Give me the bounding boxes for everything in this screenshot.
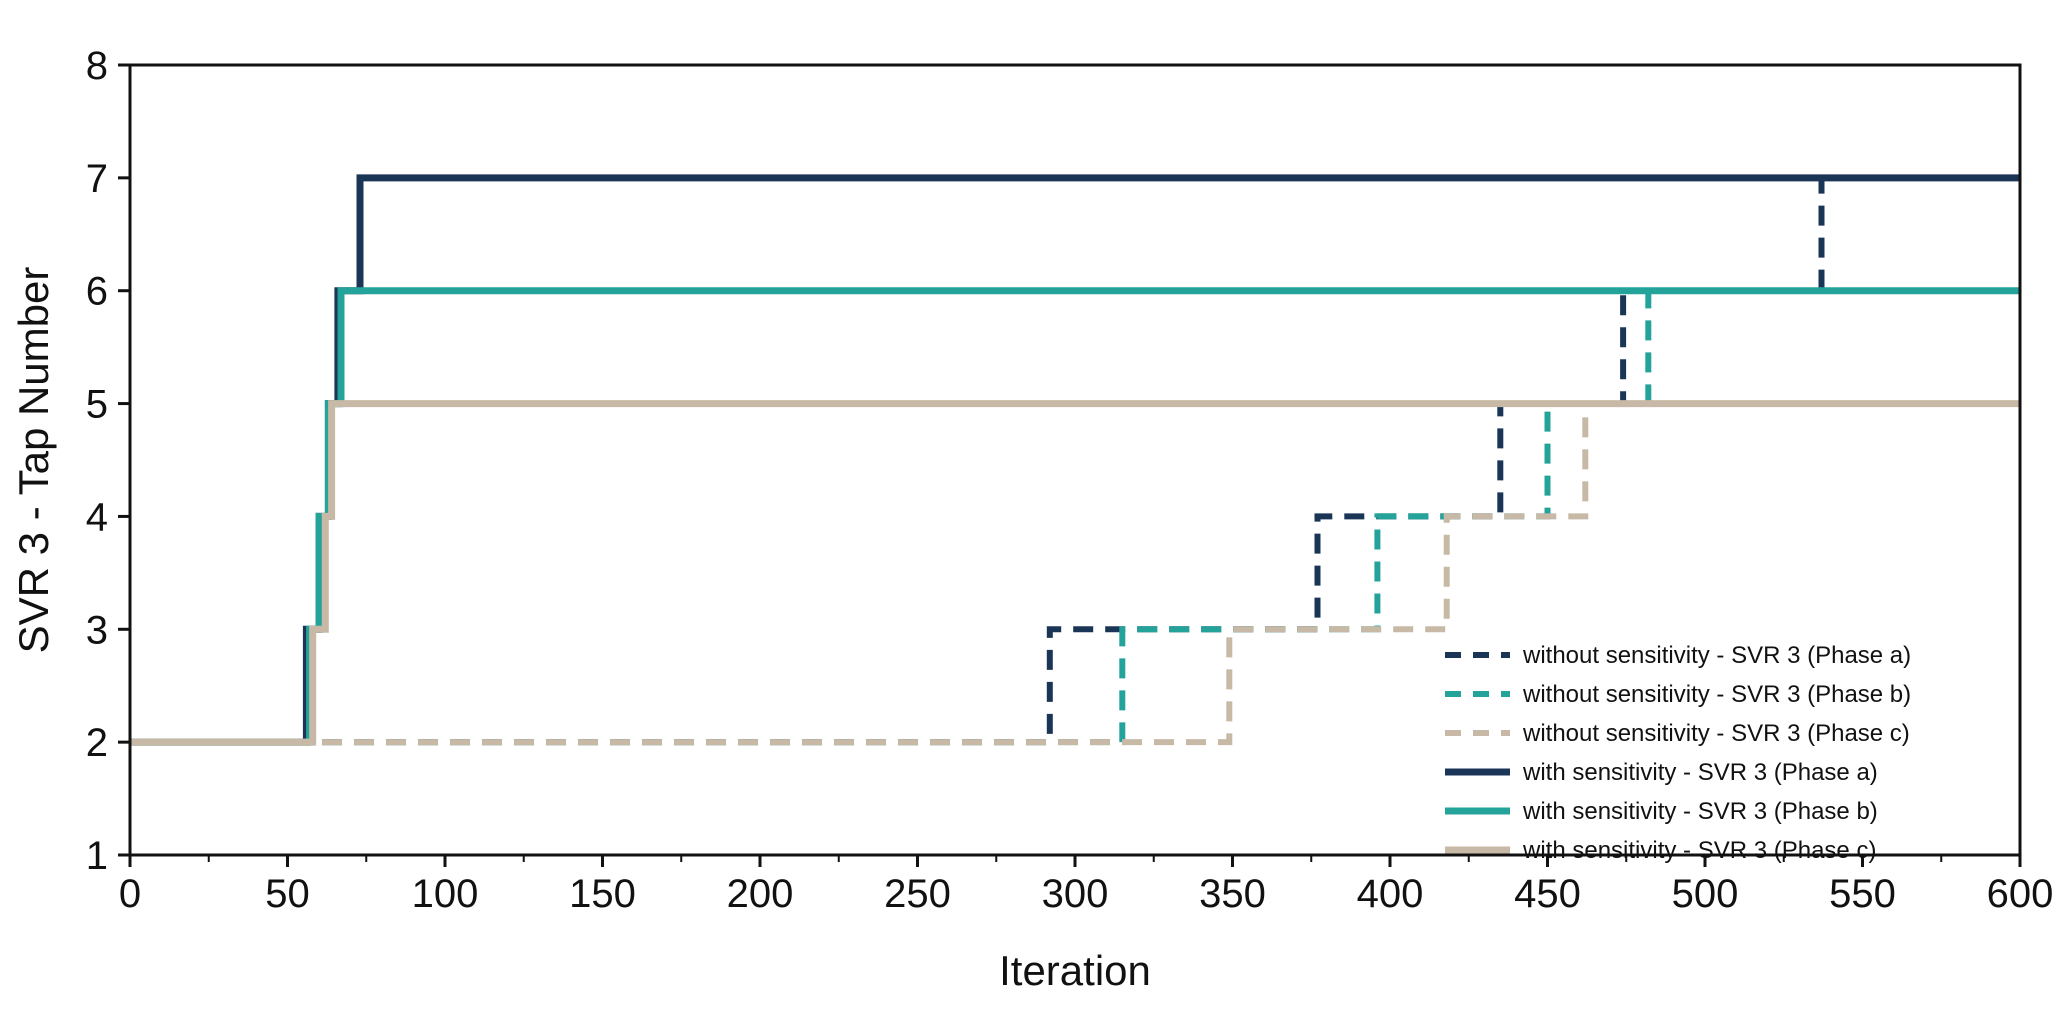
x-axis-title: Iteration — [999, 947, 1151, 994]
x-tick-label: 100 — [412, 872, 479, 916]
x-tick-label: 150 — [569, 872, 636, 916]
x-tick-label: 600 — [1987, 872, 2054, 916]
series-layer — [130, 174, 2020, 746]
y-axis-title: SVR 3 - Tap Number — [10, 267, 57, 654]
y-tick-label: 8 — [86, 44, 108, 88]
series-line-2 — [130, 287, 2020, 746]
x-tick-label: 350 — [1199, 872, 1266, 916]
x-tick-label: 400 — [1357, 872, 1424, 916]
x-tick-label: 0 — [119, 872, 141, 916]
legend-label-2: without sensitivity - SVR 3 (Phase b) — [1522, 681, 1911, 708]
legend-label-1: without sensitivity - SVR 3 (Phase a) — [1522, 642, 1911, 669]
legend-label-4: with sensitivity - SVR 3 (Phase a) — [1522, 759, 1878, 786]
x-tick-label: 550 — [1829, 872, 1896, 916]
x-tick-label: 50 — [265, 872, 310, 916]
legend-label-6: with sensitivity - SVR 3 (Phase c) — [1522, 837, 1876, 864]
series-line-3 — [130, 400, 2020, 746]
series-line-6 — [130, 400, 2020, 746]
x-tick-label: 250 — [884, 872, 951, 916]
series-line-5 — [130, 287, 2020, 746]
y-tick-label: 4 — [86, 495, 108, 539]
x-tick-label: 450 — [1514, 872, 1581, 916]
x-tick-label: 200 — [727, 872, 794, 916]
y-tick-label: 2 — [86, 721, 108, 765]
x-tick-label: 500 — [1672, 872, 1739, 916]
legend: without sensitivity - SVR 3 (Phase a) wit… — [1445, 642, 1911, 864]
legend-label-3: without sensitivity - SVR 3 (Phase c) — [1522, 720, 1910, 747]
x-tick-label: 300 — [1042, 872, 1109, 916]
y-tick-label: 6 — [86, 270, 108, 314]
series-line-1 — [130, 174, 2020, 746]
y-tick-label: 3 — [86, 608, 108, 652]
legend-label-5: with sensitivity - SVR 3 (Phase b) — [1522, 798, 1878, 825]
y-tick-label: 1 — [86, 834, 108, 878]
ticks-layer: 0 50 100 150 200 250 300 350 400 450 500 550 600 1 2 3 4… — [86, 44, 2054, 916]
y-tick-label: 7 — [86, 157, 108, 201]
y-tick-label: 5 — [86, 383, 108, 427]
